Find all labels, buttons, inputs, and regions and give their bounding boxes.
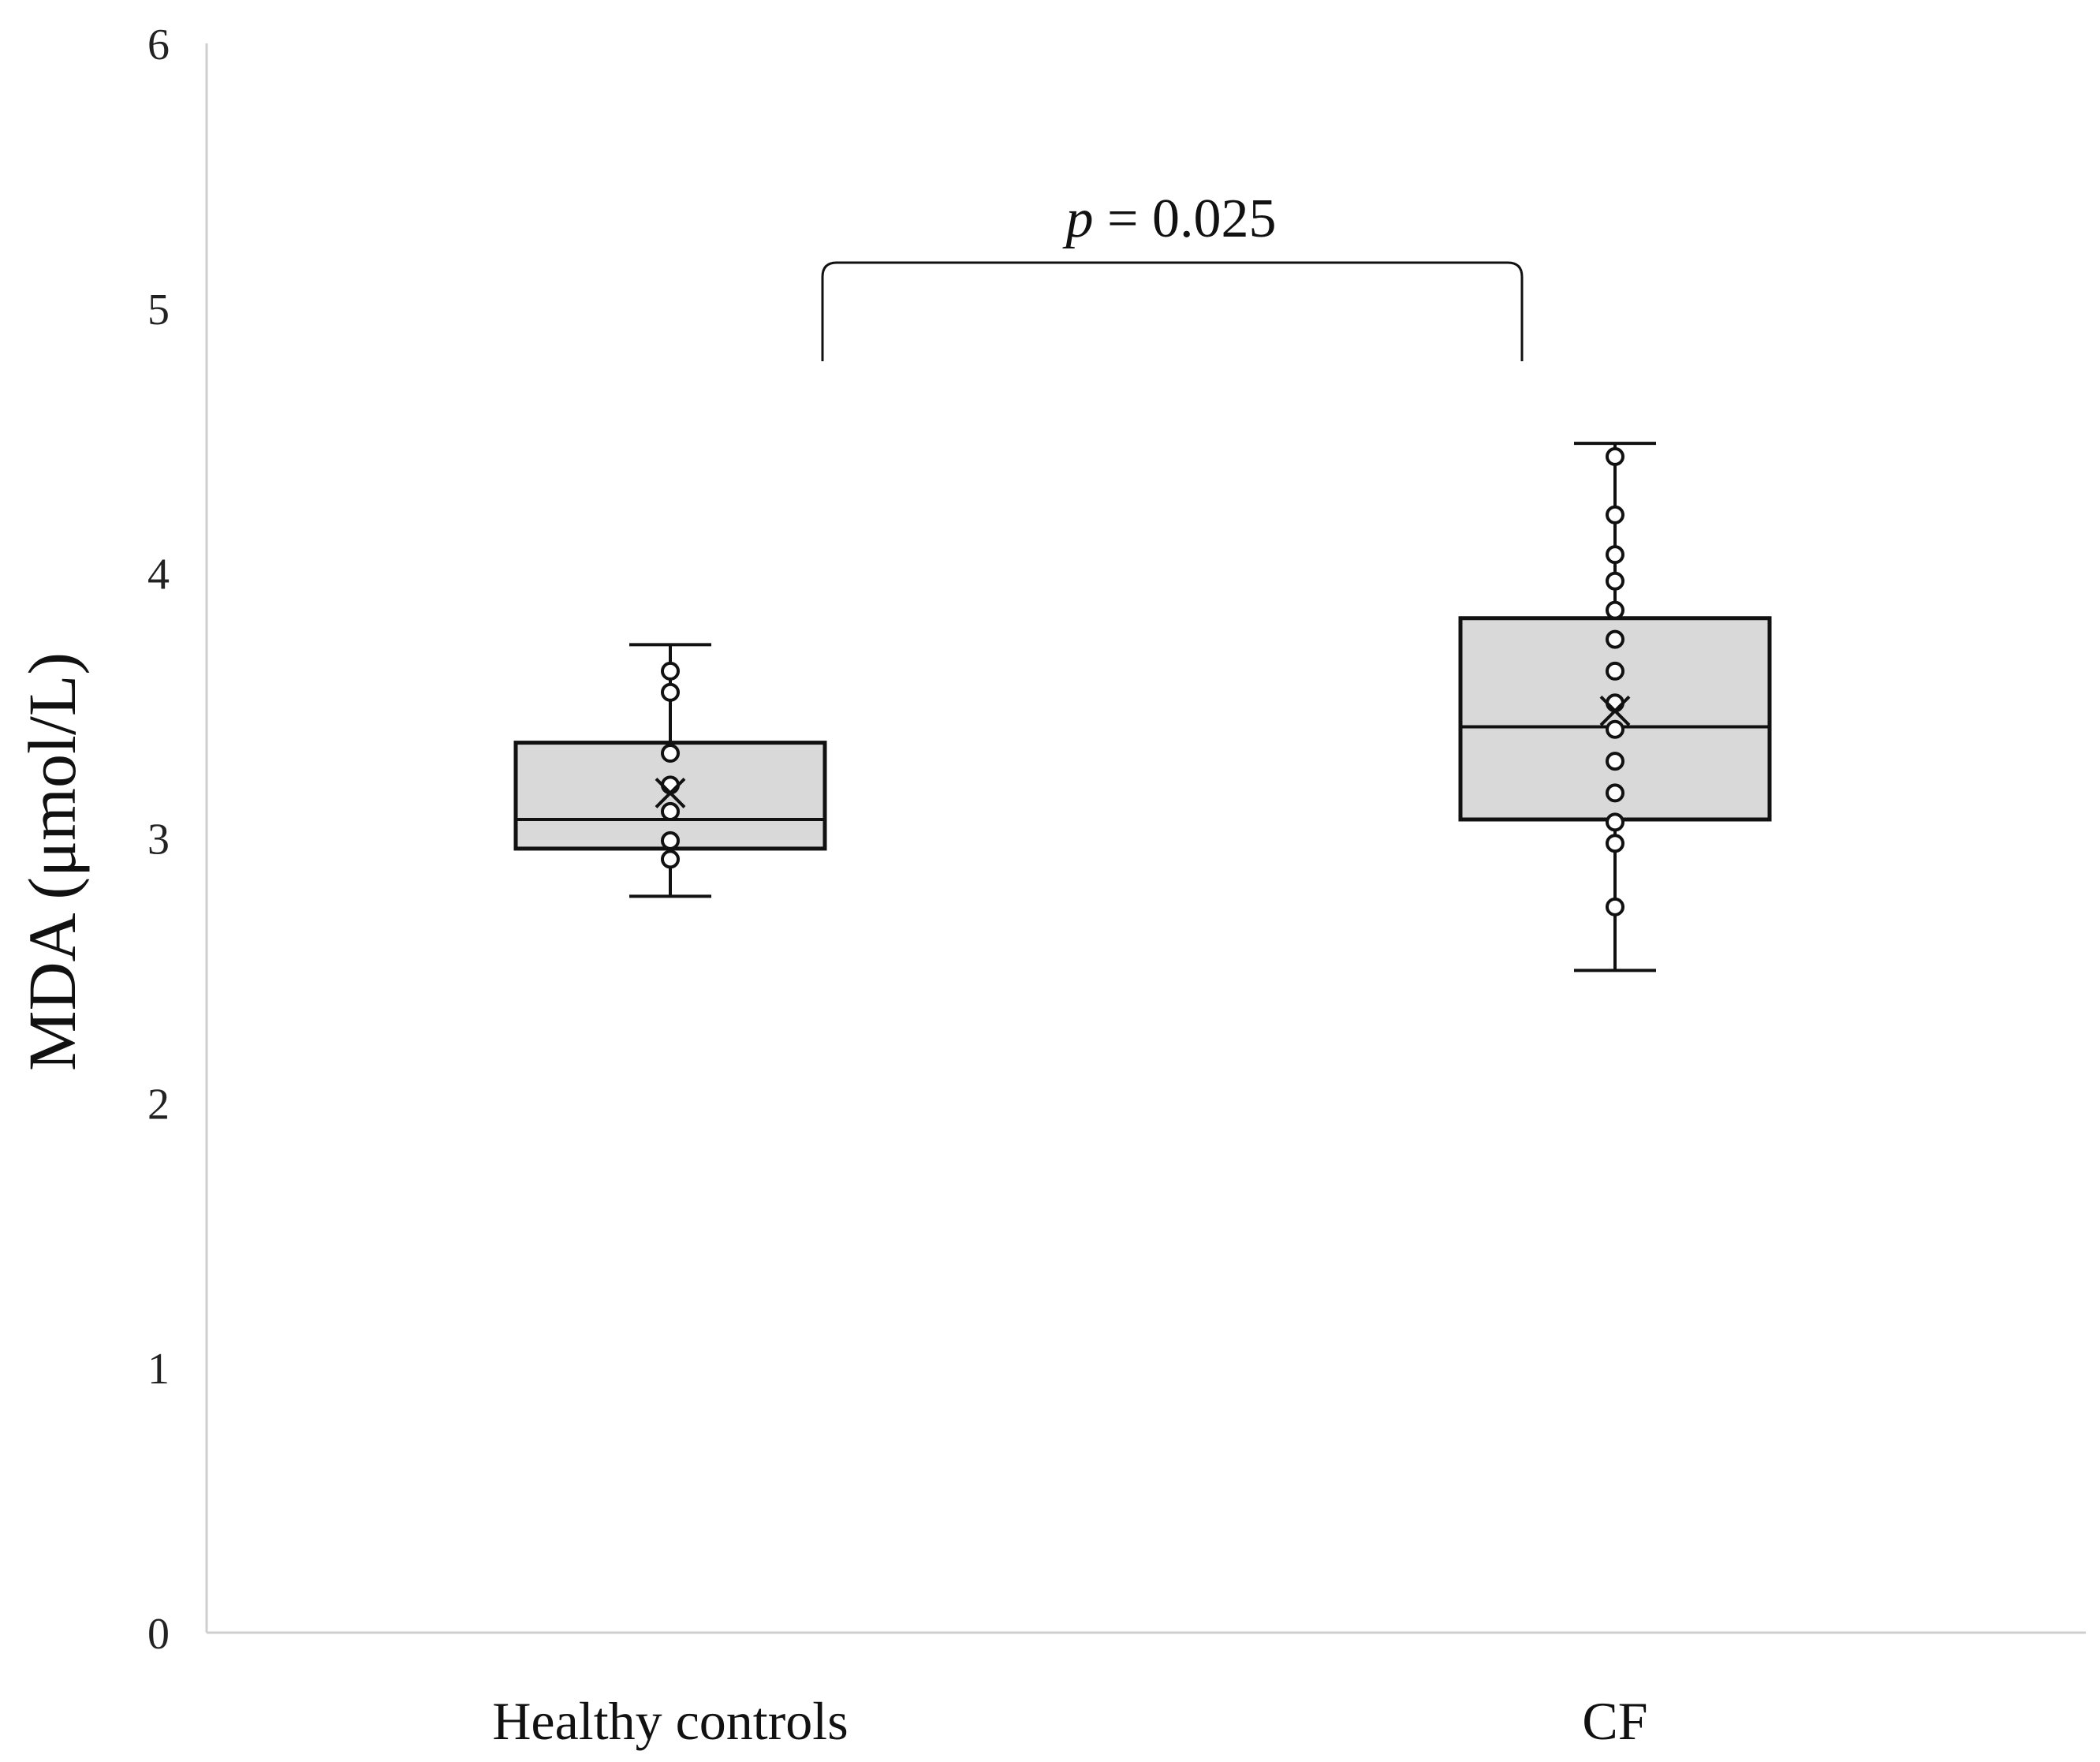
data-point <box>1606 834 1624 853</box>
mean-marker <box>1599 695 1631 726</box>
data-point <box>1606 752 1624 771</box>
data-point <box>1606 661 1624 681</box>
data-point <box>1606 629 1624 649</box>
y-axis-label: MDA (μmol/L) <box>14 652 90 1071</box>
data-point <box>1606 693 1624 713</box>
x-category-label: Healthy controls <box>492 1691 848 1751</box>
data-point <box>1606 897 1624 916</box>
y-tick-label: 1 <box>147 1345 170 1394</box>
x-category-label: CF <box>1582 1691 1647 1751</box>
y-tick-label: 5 <box>147 286 170 334</box>
data-point <box>661 682 680 702</box>
data-point <box>1606 446 1624 466</box>
y-tick-label: 0 <box>147 1610 170 1659</box>
data-point <box>1606 783 1624 803</box>
data-point <box>1606 505 1624 524</box>
p-value-annotation: p = 0.025 <box>1062 189 1277 249</box>
significance-bracket <box>821 261 1524 361</box>
y-tick-label: 2 <box>147 1080 170 1129</box>
data-point <box>661 775 680 795</box>
data-point <box>661 831 680 850</box>
y-tick-label: 3 <box>147 816 170 864</box>
mean-marker <box>655 777 686 808</box>
data-point <box>661 849 680 869</box>
data-point <box>661 801 680 821</box>
data-point <box>1606 812 1624 832</box>
data-point <box>1606 571 1624 591</box>
data-point <box>1606 600 1624 620</box>
data-point <box>661 661 680 681</box>
p-value-text: = 0.025 <box>1094 189 1277 249</box>
p-value-symbol: p <box>1062 189 1094 249</box>
y-tick-label: 6 <box>147 21 170 69</box>
y-tick-label: 4 <box>147 551 170 599</box>
data-point <box>1606 719 1624 739</box>
data-point <box>1606 545 1624 565</box>
data-point <box>661 744 680 763</box>
